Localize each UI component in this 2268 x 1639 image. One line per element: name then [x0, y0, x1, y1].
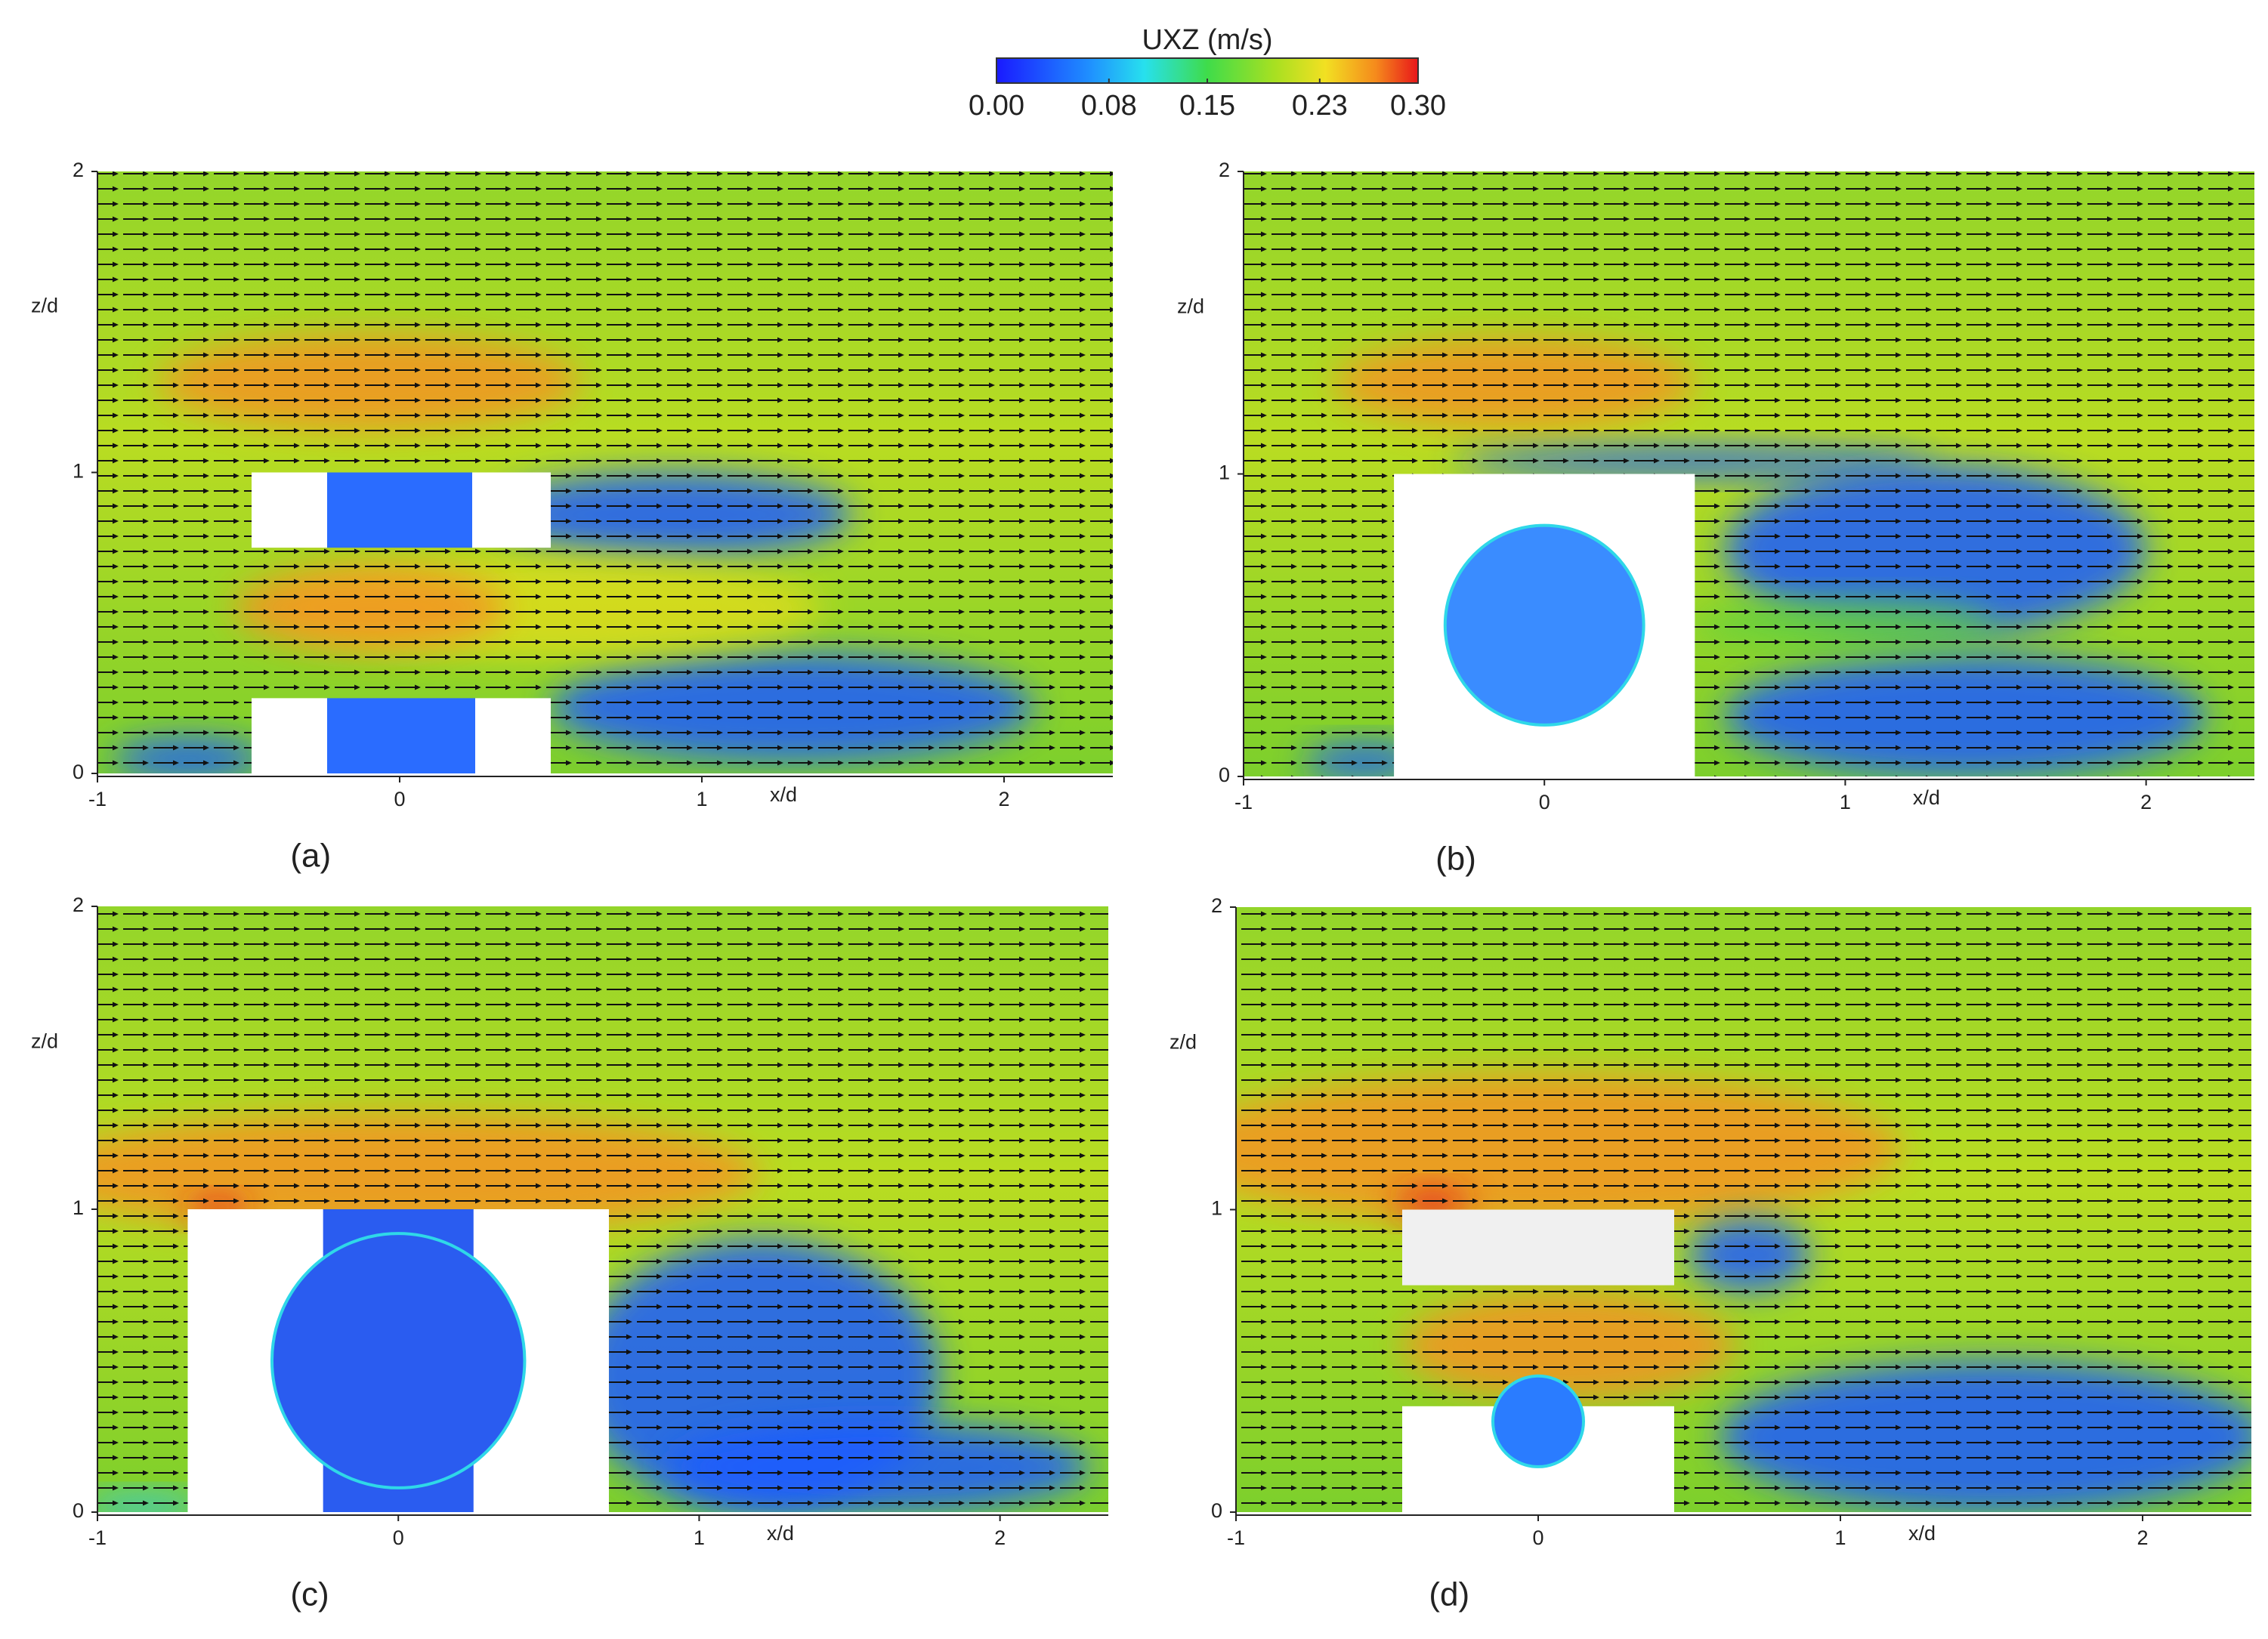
x-tick-label: 0	[1539, 791, 1550, 813]
obstacle	[324, 698, 475, 773]
panel-caption: (d)	[1429, 1576, 1469, 1613]
x-axis-label: x/d	[1908, 1522, 1936, 1545]
colorbar-tick-label: 0.15	[1179, 90, 1235, 122]
y-tick-label: 0	[73, 761, 84, 783]
y-tick-label: 1	[73, 1196, 84, 1219]
contour-field	[1236, 907, 2251, 1512]
x-axis-label: x/d	[1913, 786, 1940, 809]
colorbar-tick-label: 0.00	[969, 90, 1024, 122]
y-axis-label: z/d	[31, 294, 58, 316]
y-tick-label: 1	[1211, 1197, 1222, 1220]
x-tick-label: 2	[994, 1526, 1006, 1549]
x-tick-label: 2	[998, 788, 1009, 810]
y-tick-label: 0	[1219, 764, 1230, 786]
y-axis-label: z/d	[31, 1030, 58, 1053]
obstacle	[475, 698, 551, 773]
y-tick-label: 0	[73, 1499, 84, 1522]
x-tick-label: -1	[88, 788, 107, 810]
y-axis-label: z/d	[1170, 1030, 1197, 1053]
colorbar-tick-label: 0.23	[1292, 90, 1348, 122]
x-tick-label: -1	[1227, 1526, 1245, 1549]
y-tick-label: 2	[1219, 159, 1230, 181]
x-tick-label: 1	[1834, 1526, 1846, 1549]
x-tick-label: -1	[88, 1526, 107, 1549]
x-tick-label: -1	[1234, 791, 1253, 813]
y-axis-label: z/d	[1177, 295, 1204, 317]
y-tick-label: 1	[1219, 461, 1230, 484]
y-tick-label: 2	[73, 159, 84, 181]
x-axis-label: x/d	[770, 783, 797, 806]
velocity-vectors	[1236, 907, 2251, 1512]
obstacle	[1402, 1209, 1674, 1286]
contour-field	[97, 171, 1113, 773]
x-tick-label: 0	[393, 1526, 404, 1549]
panel-caption: (c)	[290, 1576, 329, 1613]
colorbar-tick-label: 0.30	[1390, 90, 1446, 122]
y-tick-label: 2	[73, 894, 84, 916]
velocity-vectors	[97, 171, 1113, 773]
x-tick-label: 0	[394, 788, 405, 810]
obstacle	[472, 472, 551, 548]
obstacle	[324, 472, 475, 548]
x-tick-label: 2	[2140, 791, 2152, 813]
y-tick-label: 0	[1211, 1499, 1222, 1522]
cylinder-flow	[1443, 523, 1645, 727]
y-tick-label: 1	[73, 460, 84, 483]
cylinder-flow	[270, 1232, 527, 1489]
x-tick-label: 2	[2137, 1526, 2148, 1549]
x-tick-label: 1	[694, 1526, 705, 1549]
panel-caption: (b)	[1435, 841, 1476, 878]
x-tick-label: 1	[696, 788, 707, 810]
panel-caption: (a)	[290, 838, 331, 875]
colorbar-tick-label: 0.08	[1081, 90, 1137, 122]
contour-field	[97, 906, 1108, 1512]
obstacle	[252, 472, 327, 548]
y-tick-label: 2	[1211, 894, 1222, 917]
x-tick-label: 1	[1840, 791, 1851, 813]
contour-field	[1244, 171, 2254, 776]
colorbar-title: UXZ (m/s)	[1142, 24, 1272, 56]
obstacle	[252, 698, 327, 773]
x-axis-label: x/d	[767, 1522, 794, 1545]
x-tick-label: 0	[1532, 1526, 1543, 1549]
cylinder-flow	[1491, 1374, 1585, 1468]
